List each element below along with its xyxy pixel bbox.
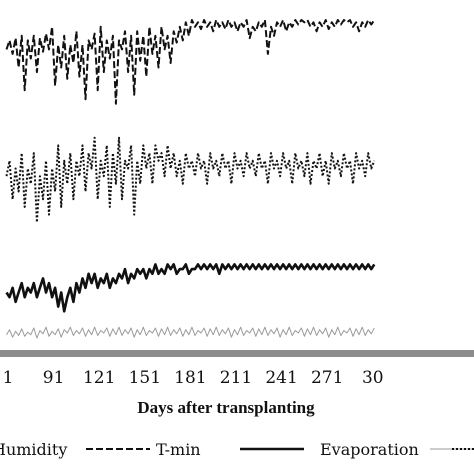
series-layer — [5, 19, 376, 339]
legend: Humidity T-min Evaporation — [0, 440, 474, 459]
x-axis-band — [0, 350, 474, 357]
legend-label-evaporation: Evaporation — [320, 440, 419, 459]
x-tick-label: 271 — [311, 368, 343, 388]
series-line-t-min — [5, 263, 376, 313]
legend-label-humidity: Humidity — [0, 440, 67, 459]
x-tick-label: 30 — [362, 368, 384, 388]
series-line-t-max — [5, 136, 376, 224]
x-tick-label: 181 — [174, 368, 206, 388]
x-tick-label: 211 — [220, 368, 252, 388]
x-tick-label: 1 — [3, 368, 14, 388]
x-axis-title: Days after transplanting — [137, 398, 315, 417]
x-tick-labels: 1 91 121 151 181 211 241 271 30 — [3, 368, 384, 388]
x-tick-label: 121 — [83, 368, 115, 388]
x-tick-label: 241 — [265, 368, 297, 388]
series-line-humidity — [5, 19, 376, 105]
x-tick-label: 151 — [129, 368, 161, 388]
legend-label-t-min: T-min — [156, 440, 201, 459]
series-line-evaporation — [6, 326, 375, 339]
x-tick-label: 91 — [43, 368, 65, 388]
